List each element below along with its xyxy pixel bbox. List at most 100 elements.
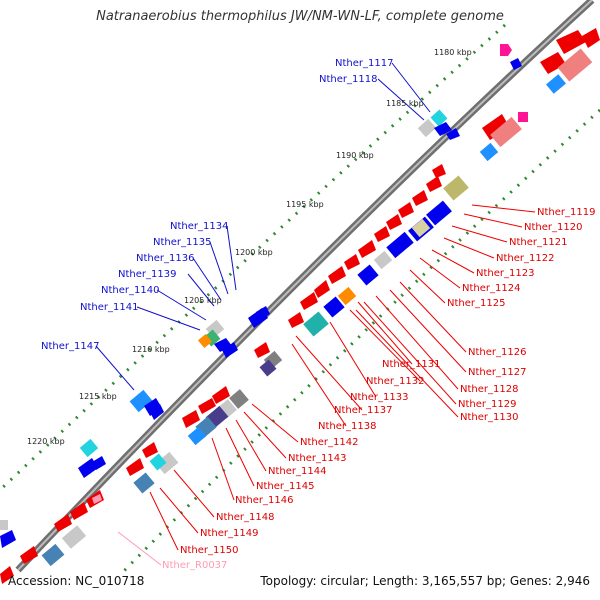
- gene-box: [149, 453, 167, 471]
- scale-label: 1195 kbp: [286, 200, 324, 209]
- gene-box: [357, 264, 379, 286]
- scale-label: 1210 kbp: [132, 345, 170, 354]
- gene-box: [373, 250, 393, 270]
- gene-arrow: [212, 386, 230, 404]
- gene-label: Nther_1147: [41, 341, 99, 352]
- gene-label: Nther_1135: [153, 237, 211, 248]
- gene-label: Nther_1127: [468, 367, 526, 378]
- gene-arrow: [126, 458, 144, 476]
- gene-arrow: [386, 214, 402, 230]
- gene-box: [426, 200, 452, 226]
- scale-labels: 1180 kbp 1185 kbp 1190 kbp 1195 kbp 1200…: [27, 48, 472, 446]
- rna-gene-labels: Nther_R0037: [162, 560, 227, 571]
- gene-label: Nther_1144: [268, 466, 326, 477]
- gene-box: [133, 472, 155, 494]
- gene-arrow: [344, 254, 360, 270]
- reverse-gene-labels: Nther_1119 Nther_1120 Nther_1121 Nther_1…: [180, 207, 595, 556]
- gene-label: Nther_1129: [458, 399, 516, 410]
- gene-arrow: [314, 280, 330, 298]
- gene-box: [187, 426, 207, 446]
- gene-arrow: [556, 30, 586, 54]
- gene-label: Nther_1125: [447, 298, 505, 309]
- gene-label: Nther_1126: [468, 347, 526, 358]
- genome-summary-label: Topology: circular; Length: 3,165,557 bp…: [260, 574, 590, 588]
- gene-label: Nther_1148: [216, 512, 274, 523]
- scale-label: 1190 kbp: [336, 151, 374, 160]
- reverse-strand-genes: [0, 28, 600, 584]
- gene-box: [479, 142, 499, 162]
- gene-arrow: [358, 240, 376, 258]
- gene-label: Nther_1146: [235, 495, 293, 506]
- gene-box: [411, 218, 431, 238]
- gene-label: Nther_1143: [288, 453, 346, 464]
- gene-arrow: [398, 202, 414, 218]
- gene-box: [129, 389, 153, 413]
- gene-label: Nther_1130: [460, 412, 518, 423]
- gene-arrow: [198, 398, 216, 414]
- gene-arrow: [582, 28, 600, 48]
- gene-label: Nther_1142: [300, 437, 358, 448]
- gene-box: [229, 389, 249, 409]
- gene-label: Nther_1123: [476, 268, 534, 279]
- gene-label: Nther_1122: [496, 253, 554, 264]
- map-title: Natranaerobius thermophilus JW/NM-WN-LF,…: [96, 9, 504, 24]
- gene-box: [518, 112, 528, 122]
- gene-arrow: [20, 546, 38, 564]
- gene-label: Nther_R0037: [162, 560, 227, 571]
- gene-arrow: [540, 52, 566, 74]
- gene-label: Nther_1145: [256, 481, 314, 492]
- gene-label: Nther_1136: [136, 253, 194, 264]
- gene-box: [443, 175, 469, 201]
- gene-label: Nther_1117: [335, 58, 393, 69]
- gene-label: Nther_1141: [80, 302, 138, 313]
- gene-box: [417, 118, 437, 138]
- gene-arrow: [182, 410, 200, 428]
- rna-callout-lines: [117, 531, 162, 566]
- gene-label: Nther_1118: [319, 74, 377, 85]
- genome-backbone: [15, 0, 595, 573]
- gene-box: [41, 543, 65, 567]
- gene-box: [61, 525, 87, 549]
- gene-arrow: [92, 494, 102, 504]
- gene-label: Nther_1128: [460, 384, 518, 395]
- gene-label: Nther_1132: [366, 376, 424, 387]
- gene-arrow: [432, 164, 446, 178]
- gene-arrow: [92, 456, 106, 470]
- scale-label: 1185 kbp: [386, 99, 424, 108]
- gene-box: [323, 296, 345, 318]
- gene-label: Nther_1131: [382, 359, 440, 370]
- gene-box: [490, 116, 522, 148]
- gene-label: Nther_1134: [170, 221, 228, 232]
- gene-box: [557, 48, 593, 82]
- forward-strand-genes: [0, 44, 522, 548]
- gene-box: [303, 311, 329, 337]
- scale-label: 1220 kbp: [27, 437, 65, 446]
- gene-arrow: [150, 404, 164, 420]
- gene-arrow: [144, 398, 162, 416]
- gene-box: [337, 286, 357, 306]
- gene-arrow: [142, 442, 158, 458]
- scale-label: 1200 kbp: [235, 248, 273, 257]
- gene-arrow: [446, 128, 460, 140]
- gene-arrow: [426, 176, 442, 192]
- gene-label: Nther_1124: [462, 283, 520, 294]
- gene-label: Nther_1150: [180, 545, 238, 556]
- gene-box: [79, 438, 99, 458]
- gene-box: [155, 451, 179, 475]
- gene-label: Nther_1149: [200, 528, 258, 539]
- forward-callout-lines: [95, 62, 431, 391]
- gene-box: [197, 333, 213, 349]
- accession-label: Accession: NC_010718: [8, 574, 145, 588]
- gene-arrow: [374, 226, 390, 242]
- gene-arrow: [222, 342, 238, 358]
- gene-label: Nther_1133: [350, 392, 408, 403]
- gene-arrow: [434, 122, 452, 136]
- gene-label: Nther_1138: [318, 421, 376, 432]
- gene-arrow: [500, 44, 512, 56]
- gene-arrow: [256, 306, 270, 320]
- gene-arrow: [288, 312, 304, 328]
- gene-arrow: [214, 338, 232, 352]
- gene-arrow: [482, 114, 510, 140]
